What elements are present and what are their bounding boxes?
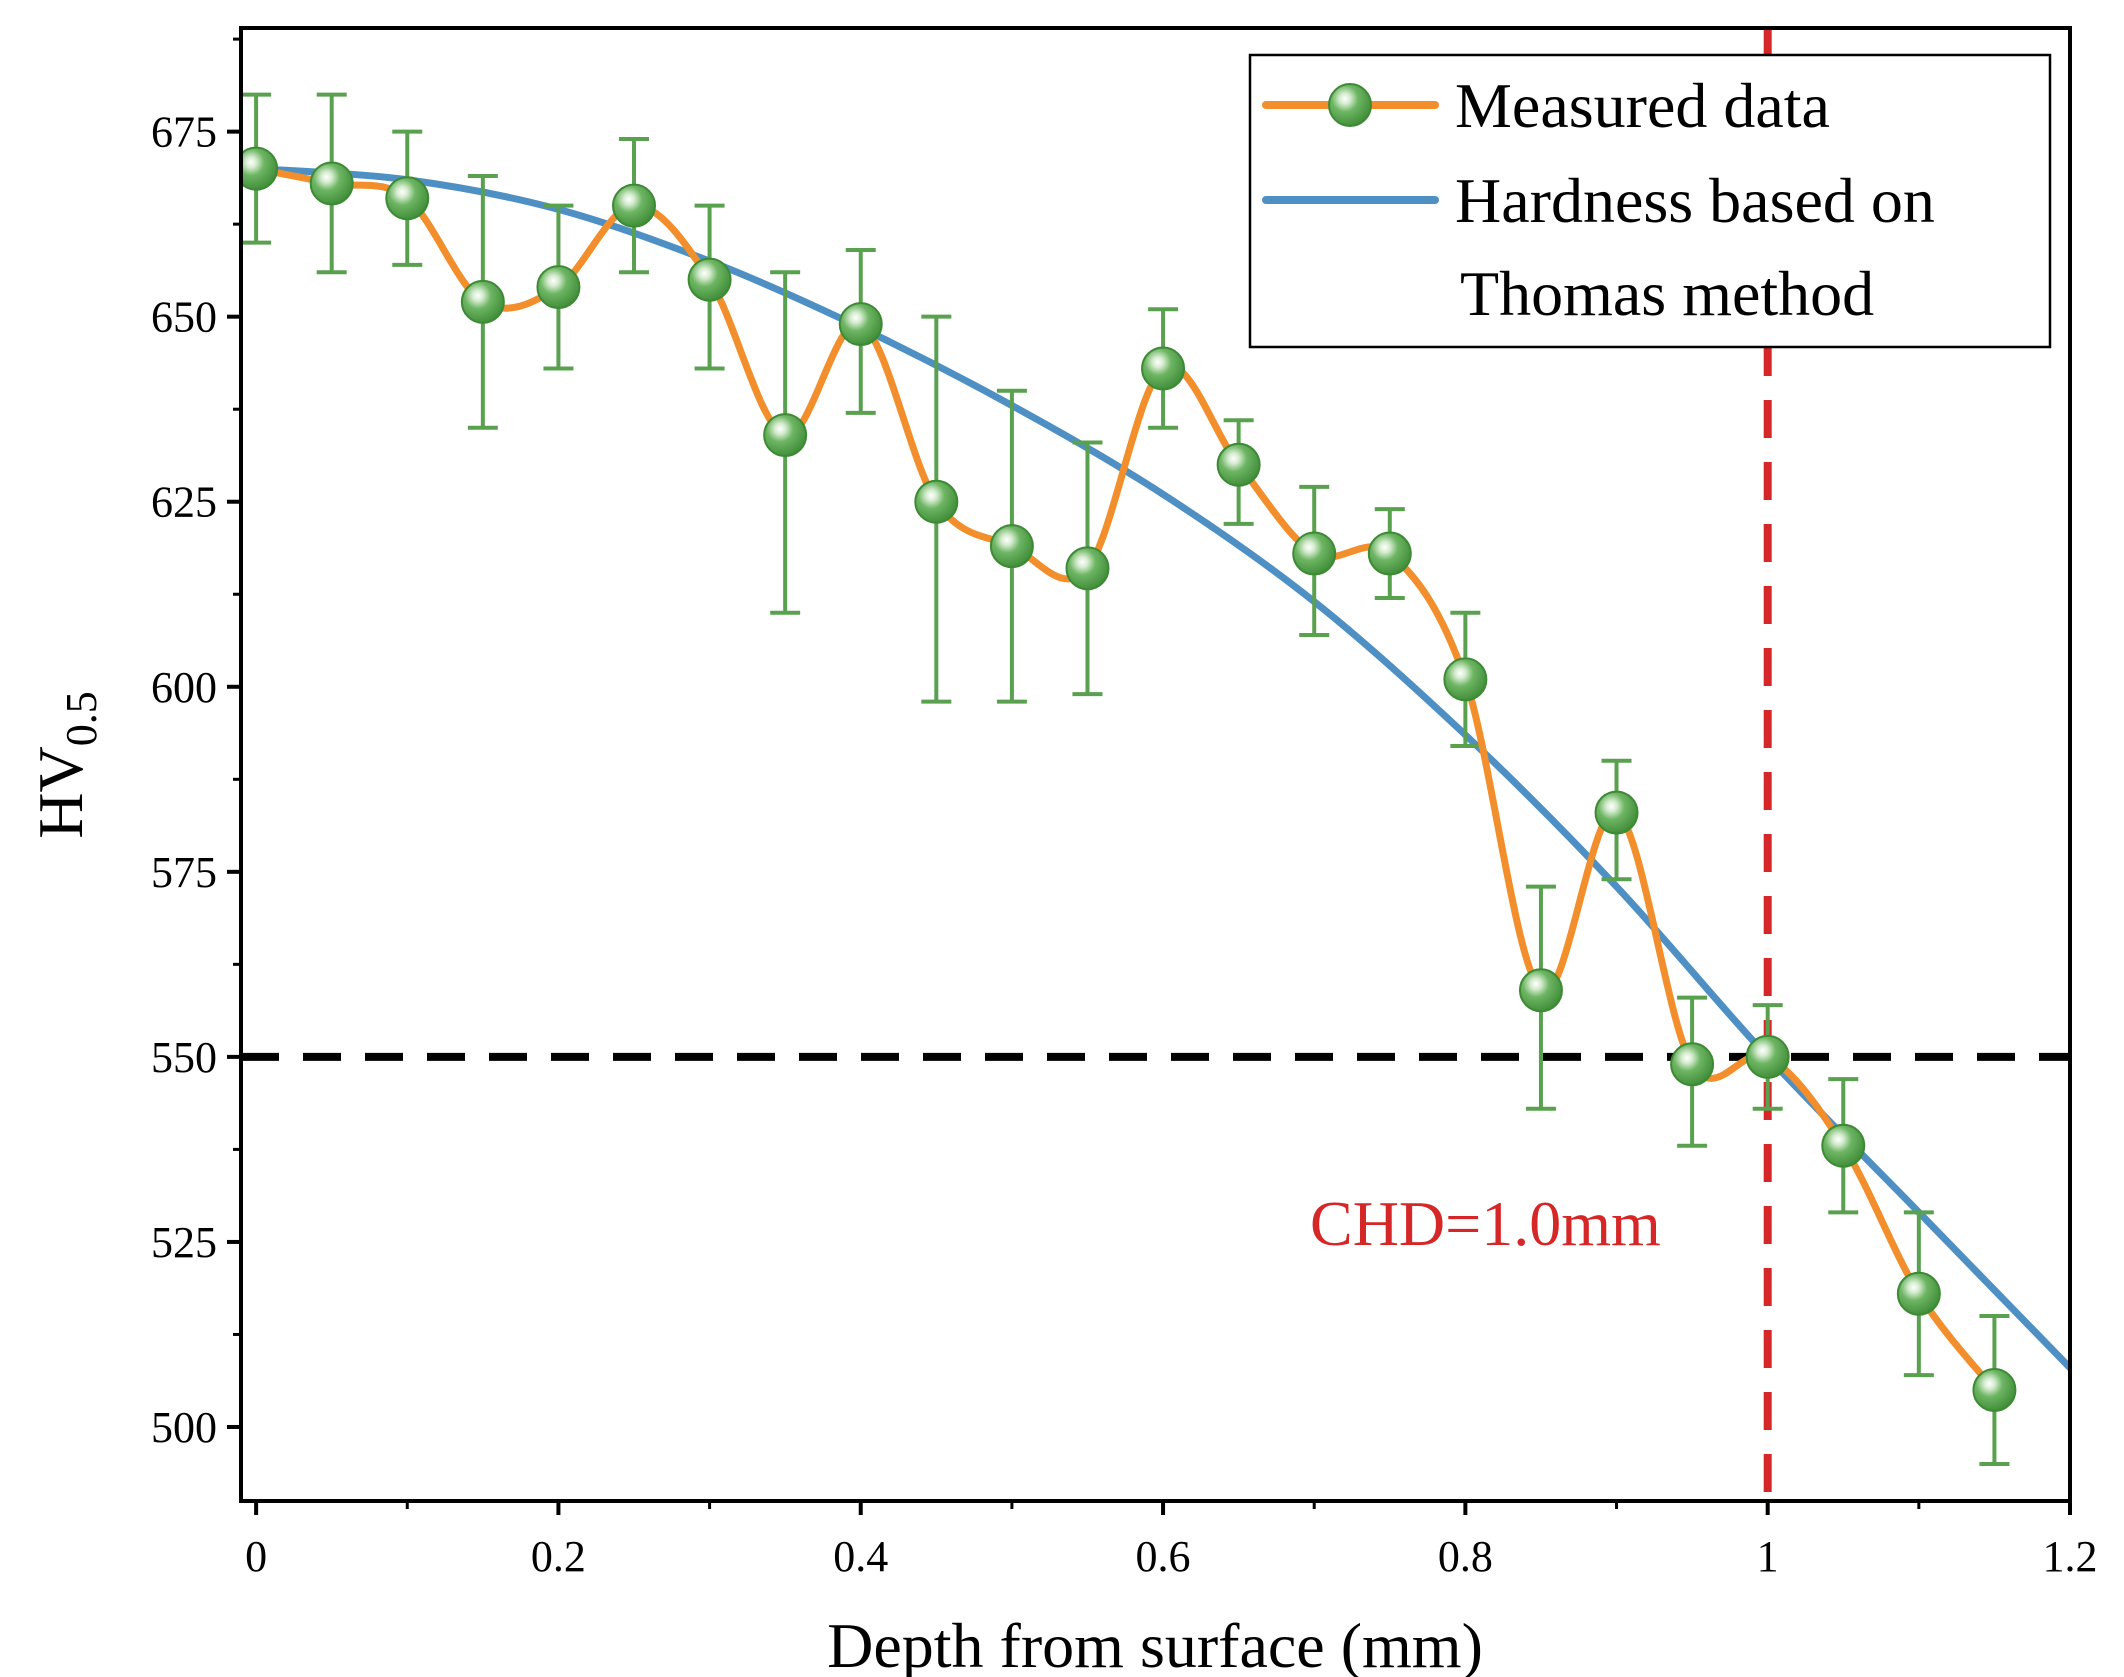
- y-axis-title-sub: 0.5: [57, 691, 106, 746]
- y-tick-label: 550: [151, 1033, 217, 1082]
- measured-series-line: [255, 165, 1998, 1393]
- data-point: [914, 479, 959, 524]
- data-point: [1972, 1367, 2017, 1412]
- data-point: [763, 413, 808, 458]
- y-axis-title: HV0.5: [25, 691, 106, 838]
- data-point: [1670, 1042, 1715, 1087]
- plot-frame: [239, 26, 2072, 1503]
- legend-measured-marker: [1328, 83, 1372, 127]
- data-point: [1745, 1034, 1790, 1079]
- x-tick-label: 0.4: [833, 1532, 888, 1581]
- y-tick-label: 525: [151, 1218, 217, 1267]
- x-tick-label: 0.8: [1438, 1532, 1493, 1581]
- data-point: [1594, 790, 1639, 835]
- y-tick-label: 500: [151, 1403, 217, 1452]
- data-point: [1141, 346, 1186, 391]
- legend-thomas-label-line2: Thomas method: [1460, 258, 1874, 329]
- y-tick-label: 600: [151, 663, 217, 712]
- data-point: [1896, 1271, 1941, 1316]
- measured-curve: [255, 165, 1998, 1393]
- legend-thomas-label-line1: Hardness based on: [1455, 165, 1935, 236]
- data-point: [536, 265, 581, 310]
- y-tick-label: 625: [151, 478, 217, 527]
- data-point: [687, 257, 732, 302]
- x-tick-label: 0.2: [531, 1532, 586, 1581]
- data-point: [309, 161, 354, 206]
- data-point: [1443, 657, 1488, 702]
- legend-measured-label: Measured data: [1455, 70, 1830, 141]
- x-axis-ticks: 0 0.2 0.4 0.6 0.8 1 1.2: [245, 1501, 2098, 1581]
- y-axis-title-main: HV: [25, 746, 96, 838]
- data-point: [1367, 531, 1412, 576]
- legend: Measured data Hardness based on Thomas m…: [1248, 53, 2052, 349]
- data-point: [1065, 546, 1110, 591]
- data-point: [1518, 968, 1563, 1013]
- data-point: [838, 302, 883, 347]
- x-tick-label: 1: [1757, 1532, 1779, 1581]
- data-point: [460, 279, 505, 324]
- data-point: [241, 146, 279, 191]
- data-point: [1216, 442, 1261, 487]
- y-tick-label: 675: [151, 108, 217, 157]
- data-point: [385, 176, 430, 221]
- measured-markers: [241, 146, 2017, 1412]
- y-axis-ticks: 500 525 550 575 600 625 650 675: [151, 37, 241, 1452]
- x-axis-title: Depth from surface (mm): [827, 1610, 1483, 1677]
- plot-area: [241, 28, 2070, 1501]
- chd-annotation: CHD=1.0mm: [1310, 1188, 1661, 1259]
- x-tick-label: 0.6: [1136, 1532, 1191, 1581]
- data-point: [1292, 531, 1337, 576]
- data-point: [1821, 1123, 1866, 1168]
- data-point: [989, 524, 1034, 569]
- x-tick-label: 0: [245, 1532, 267, 1581]
- y-tick-label: 575: [151, 848, 217, 897]
- x-tick-label: 1.2: [2043, 1532, 2098, 1581]
- data-point: [612, 183, 657, 228]
- y-tick-label: 650: [151, 293, 217, 342]
